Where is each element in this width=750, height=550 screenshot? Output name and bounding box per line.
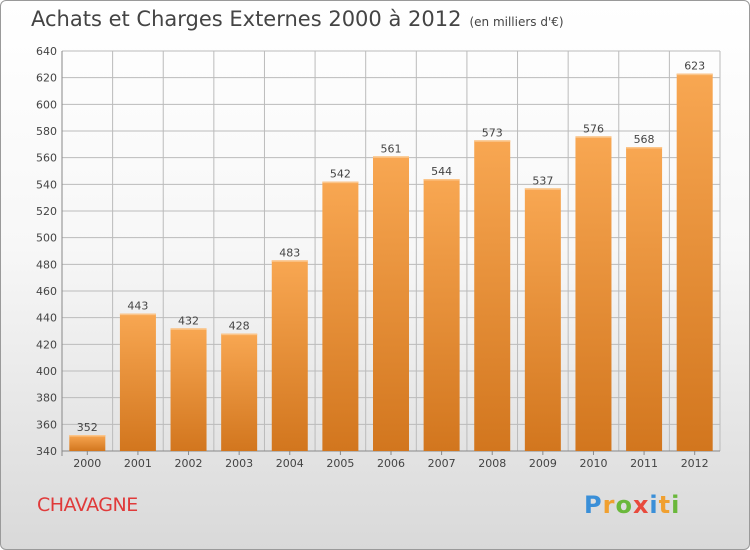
bar-top-edge <box>322 181 359 184</box>
logo-letter: t <box>658 491 672 519</box>
x-tick-label: 2010 <box>579 457 607 470</box>
bar-top-edge <box>373 156 409 158</box>
data-label: 432 <box>178 314 199 327</box>
x-tick-label: 2005 <box>326 457 354 470</box>
y-tick-label: 620 <box>36 72 57 85</box>
logo-letter: o <box>615 491 633 519</box>
bar-top-edge <box>575 136 612 138</box>
data-label: 542 <box>330 168 351 181</box>
y-tick-label: 360 <box>36 418 57 431</box>
chart-title: Achats et Charges Externes 2000 à 2012 (e… <box>31 7 564 31</box>
chart-subtitle: (en milliers d'€) <box>469 15 564 29</box>
y-tick-label: 600 <box>36 98 57 111</box>
proxiti-logo[interactable]: Proxiti <box>584 491 680 519</box>
data-label: 573 <box>482 126 503 139</box>
data-label: 483 <box>279 246 300 259</box>
x-tick-label: 2011 <box>630 457 658 470</box>
x-tick-label: 2004 <box>276 457 304 470</box>
bar-2005 <box>322 181 359 451</box>
bars <box>69 73 713 452</box>
y-tick-label: 480 <box>36 258 57 271</box>
y-tick-label: 420 <box>36 338 57 351</box>
y-tick-label: 500 <box>36 232 57 245</box>
logo-letter: r <box>602 491 616 519</box>
data-label: 428 <box>229 320 250 333</box>
x-tick-label: 2008 <box>478 457 506 470</box>
bar-2000 <box>69 435 106 451</box>
bar-top-edge <box>676 73 713 76</box>
data-label: 623 <box>684 60 705 73</box>
x-tick-label: 2012 <box>681 457 709 470</box>
bar-top-edge <box>271 260 308 262</box>
x-tick-label: 2006 <box>377 457 405 470</box>
data-label: 576 <box>583 122 604 135</box>
y-tick-label: 640 <box>36 45 57 58</box>
data-label: 568 <box>634 133 655 146</box>
y-tick-label: 400 <box>36 365 57 378</box>
commune-name: CHAVAGNE <box>37 494 138 516</box>
logo-letter: i <box>649 491 659 519</box>
logo-letter: P <box>584 491 603 519</box>
data-label: 537 <box>532 174 553 187</box>
bar-2007 <box>423 179 460 451</box>
bar-2004 <box>271 260 308 451</box>
bar-2003 <box>221 333 258 451</box>
bar-top-edge <box>221 333 258 336</box>
x-tick-label: 2001 <box>124 457 152 470</box>
bar-2002 <box>170 328 207 451</box>
x-tick-label: 2002 <box>175 457 203 470</box>
bar-2010 <box>575 136 612 452</box>
bar-2009 <box>524 188 561 452</box>
x-tick-label: 2003 <box>225 457 253 470</box>
x-tick-label: 2009 <box>529 457 557 470</box>
y-tick-label: 560 <box>36 152 57 165</box>
data-label: 443 <box>127 300 148 313</box>
x-tick-label: 2000 <box>73 457 101 470</box>
x-tick-label: 2007 <box>428 457 456 470</box>
bar-top-edge <box>524 188 561 190</box>
chart-title-text: Achats et Charges Externes 2000 à 2012 <box>31 7 462 31</box>
bar-top-edge <box>170 328 207 330</box>
y-tick-label: 580 <box>36 125 57 138</box>
bar-top-edge <box>119 313 156 316</box>
bar-2001 <box>119 313 156 451</box>
logo-letter: x <box>632 491 650 519</box>
bar-2008 <box>474 140 511 452</box>
bar-top-edge <box>474 140 511 142</box>
data-label: 544 <box>431 165 452 178</box>
bar-top-edge <box>69 435 106 437</box>
y-tick-label: 440 <box>36 312 57 325</box>
bar-top-edge <box>423 179 460 181</box>
bar-top-edge <box>626 147 663 149</box>
data-labels: 352 443 432 428 483 542 561 544 573 537 576 568 623 <box>77 60 705 434</box>
y-tick-label: 520 <box>36 205 57 218</box>
bar-2012 <box>676 73 713 452</box>
y-tick-label: 540 <box>36 178 57 191</box>
data-label: 561 <box>381 142 402 155</box>
y-tick-label: 380 <box>36 392 57 405</box>
bar-2006 <box>373 156 409 452</box>
y-tick-label: 340 <box>36 445 57 458</box>
y-tick-label: 460 <box>36 285 57 298</box>
logo-letter: i <box>671 491 681 519</box>
data-label: 352 <box>77 421 98 434</box>
axes: 340 360 380 400 420 440 460 480 500 520 540 560 580 6… <box>36 45 720 470</box>
bar-2011 <box>626 147 663 451</box>
